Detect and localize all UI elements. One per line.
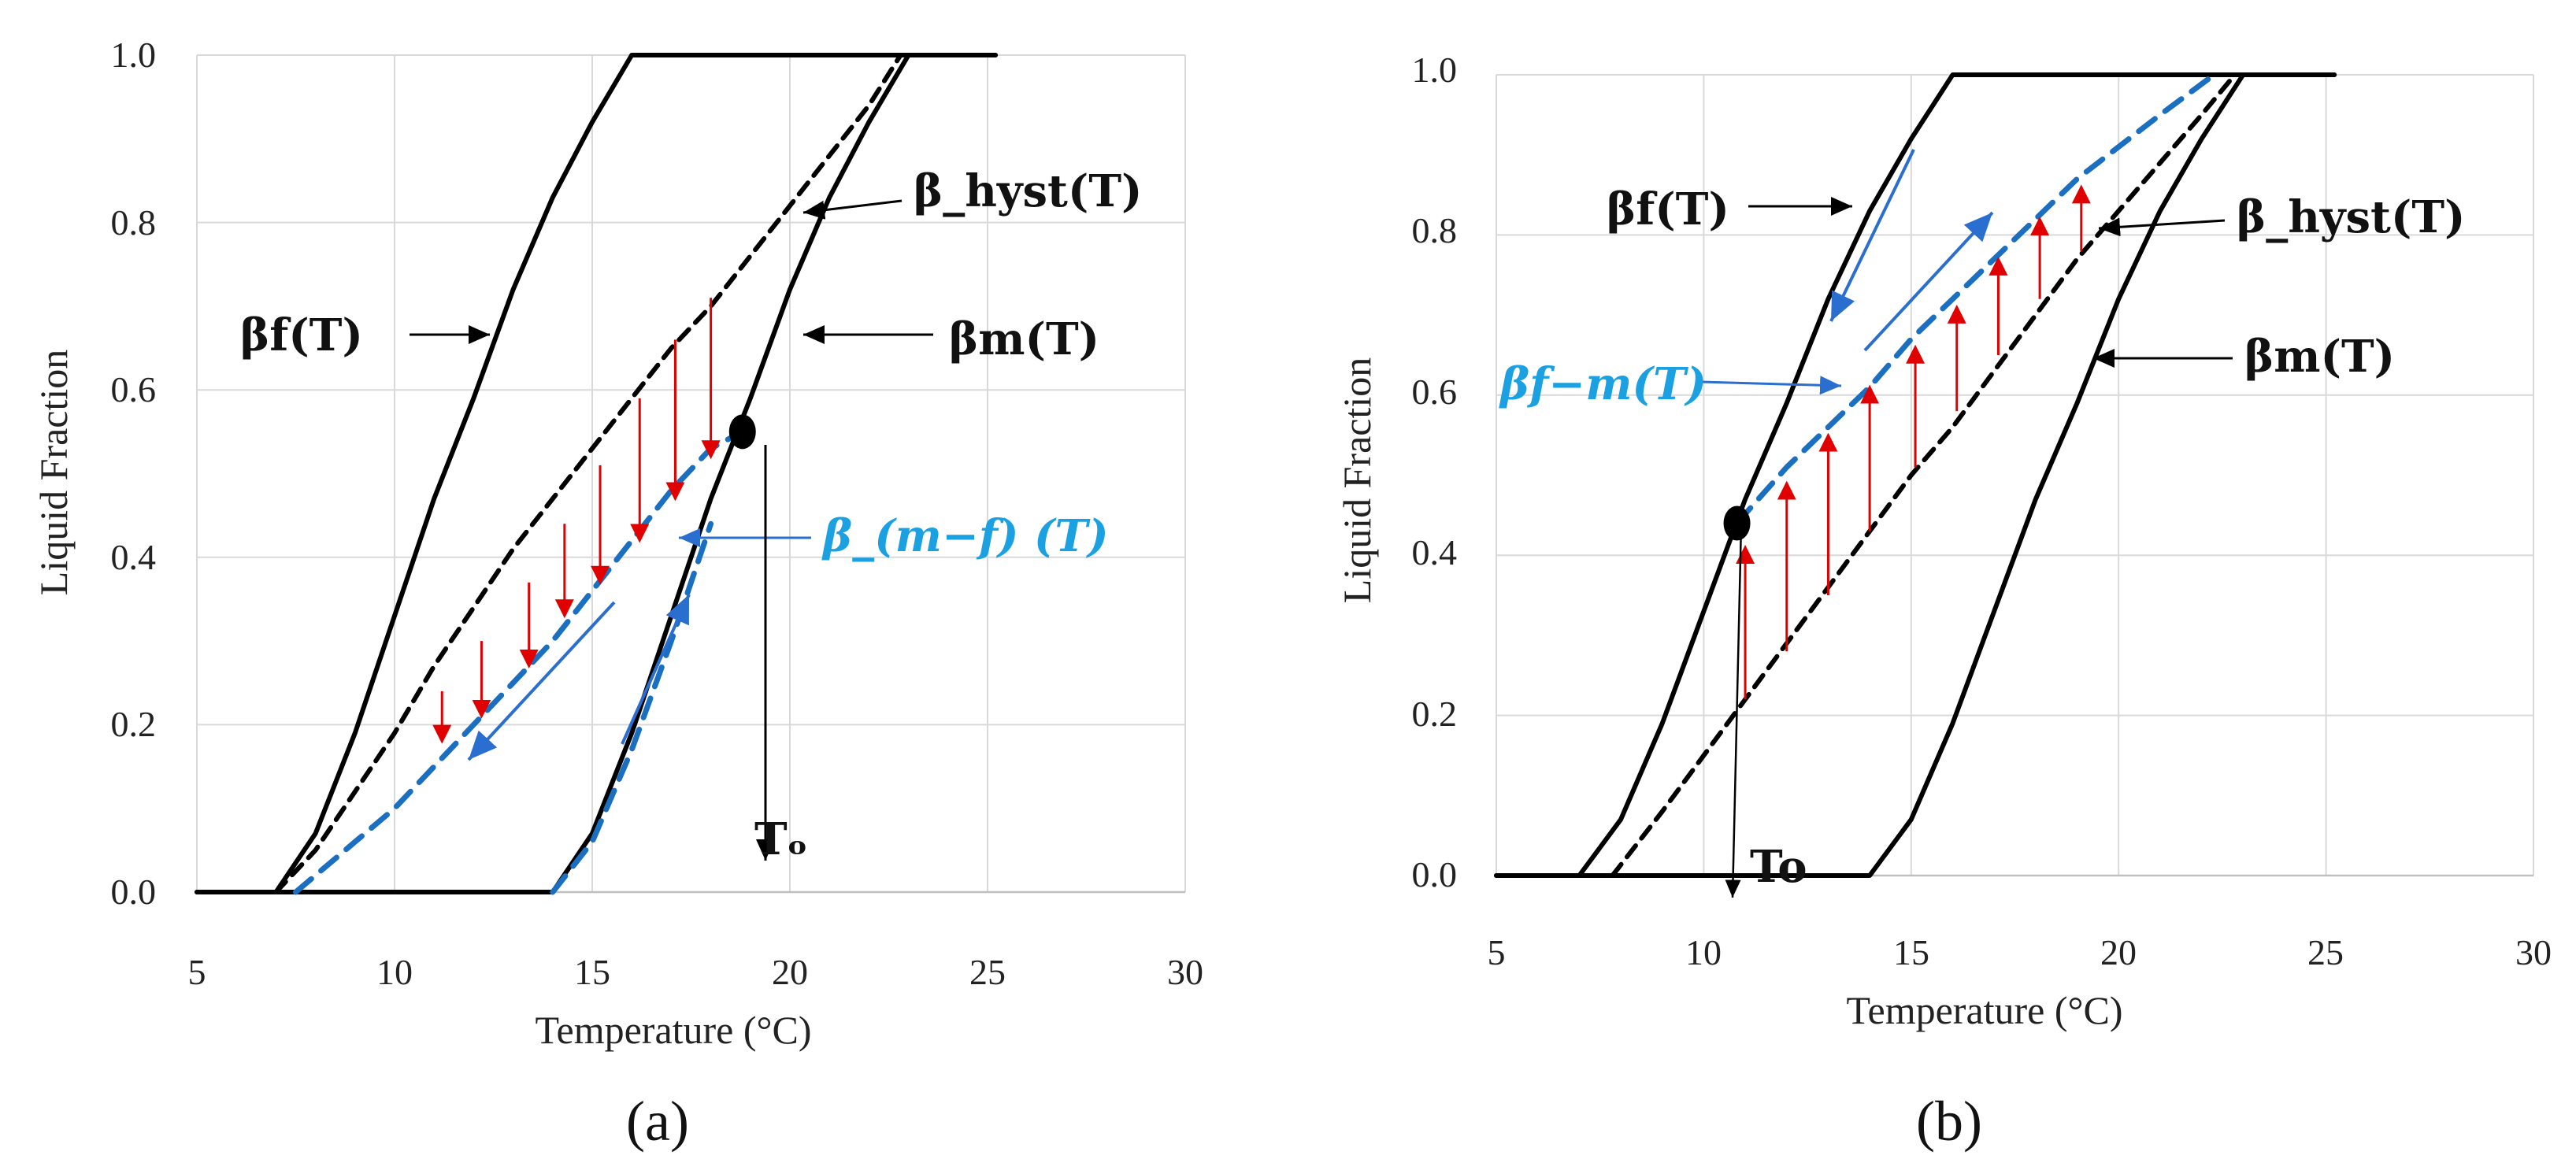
transition-point bbox=[1723, 505, 1751, 541]
x-tick-label: 5 bbox=[1488, 932, 1506, 972]
x-tick-label: 25 bbox=[2307, 932, 2344, 972]
series-line-3 bbox=[1734, 72, 2217, 527]
series-line-0 bbox=[1494, 72, 2337, 878]
beta-hyst-label: β_hyst(T) bbox=[2237, 191, 2466, 243]
point-group bbox=[1723, 505, 1751, 541]
red-arrow-group bbox=[1736, 184, 2091, 700]
y-tick-label: 0.2 bbox=[1412, 694, 1458, 734]
cooling-direction-arrow bbox=[1829, 149, 1915, 322]
series-line-4 bbox=[550, 520, 714, 895]
beta-m-label: βm(T) bbox=[2244, 331, 2395, 383]
beta-hyst-label: β_hyst(T) bbox=[914, 165, 1143, 217]
x-tick-label: 25 bbox=[969, 952, 1006, 992]
y-tick-label: 0.4 bbox=[111, 537, 157, 577]
x-tick-label: 30 bbox=[2515, 932, 2552, 972]
y-tick-label: 1.0 bbox=[111, 35, 157, 75]
series-line-1 bbox=[1494, 72, 2337, 878]
x-tick-label: 5 bbox=[188, 952, 206, 992]
y-axis-title: Liquid Fraction bbox=[32, 350, 76, 595]
x-tick-label: 10 bbox=[376, 952, 413, 992]
x-axis-title: Temperature (°C) bbox=[1846, 988, 2122, 1032]
panel-b: 5 10 15 20 25 30 0.0 0.2 0.4 0.6 0.8 1.0… bbox=[1335, 50, 2552, 1153]
t-o-drop-arrow bbox=[1725, 523, 1743, 898]
t-o-label: To bbox=[1750, 841, 1807, 893]
cooling-direction-arrow bbox=[467, 601, 616, 761]
series-line-1 bbox=[195, 53, 999, 894]
annotation-arrow bbox=[802, 199, 903, 220]
beta-m-label: βm(T) bbox=[949, 313, 1099, 365]
y-tick-label: 0.8 bbox=[111, 202, 157, 243]
y-tick-label: 0.2 bbox=[111, 704, 157, 744]
beta-mf-label: β_(m−f) (T) bbox=[821, 510, 1109, 562]
series-group bbox=[1494, 72, 2337, 878]
y-axis-title: Liquid Fraction bbox=[1335, 357, 1379, 603]
red-arrow-group bbox=[432, 298, 721, 744]
series-line-2 bbox=[273, 53, 903, 894]
point-group bbox=[728, 414, 756, 450]
x-tick-label: 20 bbox=[2100, 932, 2137, 972]
subfigure-label-b: (b) bbox=[1916, 1090, 1982, 1153]
subfigure-label-a: (a) bbox=[626, 1090, 689, 1153]
x-tick-label: 30 bbox=[1167, 952, 1203, 992]
y-tick-label: 0.6 bbox=[1412, 372, 1458, 412]
heating-direction-arrow bbox=[1863, 211, 1994, 352]
x-tick-label: 15 bbox=[574, 952, 610, 992]
y-tick-label: 0.0 bbox=[1412, 854, 1458, 894]
x-tick-label: 15 bbox=[1893, 932, 1929, 972]
series-line-0 bbox=[195, 53, 999, 894]
annotation-arrow bbox=[1700, 376, 1842, 395]
series-line-3 bbox=[293, 428, 746, 895]
beta-f-label: βf(T) bbox=[1607, 183, 1729, 235]
y-tick-label: 0.4 bbox=[1412, 532, 1458, 572]
x-axis-title: Temperature (°C) bbox=[535, 1008, 811, 1052]
beta-f-label: βf(T) bbox=[240, 309, 363, 361]
series-line-2 bbox=[1610, 72, 2237, 878]
y-tick-label: 0.8 bbox=[1412, 210, 1458, 250]
panel-a: 5 10 15 20 25 30 0.0 0.2 0.4 0.6 0.8 1.0… bbox=[32, 35, 1203, 1153]
x-tick-label: 10 bbox=[1685, 932, 1722, 972]
beta-fm-label: βf−m(T) bbox=[1499, 358, 1707, 410]
heating-direction-arrow bbox=[621, 594, 691, 745]
transition-point bbox=[728, 414, 756, 450]
t-o-label: Tₒ bbox=[754, 813, 808, 865]
y-tick-label: 0.6 bbox=[111, 369, 157, 409]
y-tick-label: 1.0 bbox=[1412, 50, 1458, 90]
y-tick-label: 0.0 bbox=[111, 872, 157, 912]
series-group bbox=[195, 53, 999, 895]
x-tick-label: 20 bbox=[772, 952, 808, 992]
annotation-arrow bbox=[2098, 217, 2226, 237]
